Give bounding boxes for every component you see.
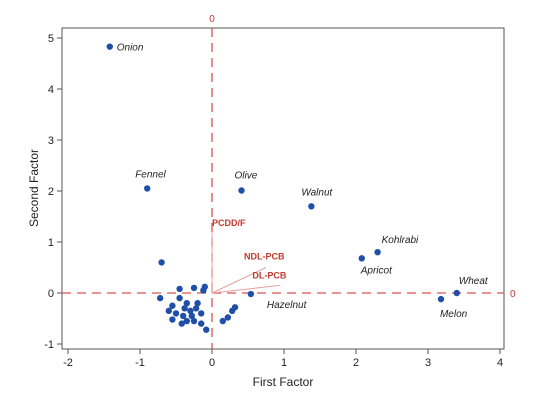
data-point [183,300,190,307]
y-tick-label: 3 [48,135,54,147]
point-label: Hazelnut [267,300,308,311]
data-point [165,307,172,315]
data-point [190,284,198,292]
y-tick-label: 4 [48,84,54,96]
data-point [198,310,205,317]
vertical-reference-label: 0 [209,14,215,25]
horizontal-reference-label: 0 [510,289,516,300]
data-point [192,305,200,312]
y-tick-label: -1 [44,339,54,351]
data-point [224,314,232,321]
y-tick-label: 1 [48,237,54,249]
data-point [219,317,226,325]
data-point [238,187,245,194]
data-point [453,289,460,297]
x-tick-label: -2 [63,357,73,369]
x-tick-label: -1 [135,357,145,369]
data-point [169,316,176,323]
vector-line [211,284,281,294]
loading-vectors: PCDD/F NDL-PCB DL-PCB [211,218,287,294]
vector-label: DL-PCB [252,270,286,280]
point-label: Apricot [360,265,393,276]
point-label: Onion [117,43,144,54]
data-point [358,255,365,262]
y-tick-label: 2 [48,186,54,198]
x-tick-label: 0 [209,357,215,369]
data-point [144,185,151,192]
data-point [169,302,176,309]
x-tick-label: 3 [425,357,431,369]
data-point [183,317,190,325]
reference-lines: 00 [62,14,516,349]
data-point [188,312,196,320]
vector-label: PCDD/F [212,218,246,228]
data-point [437,295,445,303]
plot-frame [61,27,505,350]
data-point [156,294,164,302]
y-axis-title: Second Factor [27,149,41,227]
data-point [176,285,183,293]
data-point [203,326,210,333]
x-axis-title: First Factor [253,375,314,389]
data-point [158,259,165,266]
point-label: Fennel [135,169,166,180]
data-point [106,43,113,50]
y-tick-label: 0 [48,288,54,300]
x-tick-label: 4 [497,357,503,369]
vector-label: NDL-PCB [244,252,285,262]
point-label: Walnut [301,187,333,198]
data-point [181,305,188,312]
point-label: Kohlrabi [382,235,419,246]
data-point [176,294,183,302]
y-tick-label: 5 [48,33,54,45]
point-label: Wheat [459,276,489,287]
x-tick-label: 1 [281,357,287,369]
axis-ticks: -2 -1 0 1 2 3 4 -1 0 1 2 3 4 5 [44,33,503,369]
data-points: Onion Fennel Olive Walnut Kohlrabi Apricot Whe… [106,43,489,333]
data-point [187,307,194,315]
vector-line [211,267,267,294]
data-point [172,310,180,317]
data-point [190,317,198,325]
data-point [198,320,205,327]
data-point [180,312,187,320]
data-point [231,304,239,311]
point-label: Olive [235,170,258,181]
data-point [247,290,255,298]
data-point [194,300,201,307]
data-point [201,283,208,291]
data-point [178,320,185,327]
x-tick-label: 2 [353,357,359,369]
data-point [308,203,315,210]
point-label: Melon [440,309,468,320]
data-point [374,249,381,256]
